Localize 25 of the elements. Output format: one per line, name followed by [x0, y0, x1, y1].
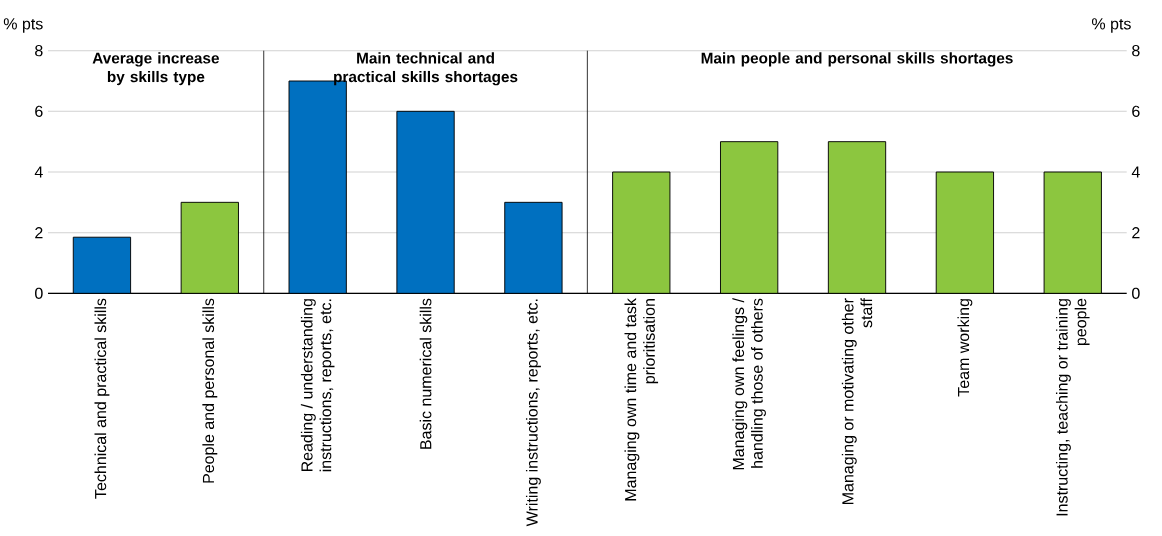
x-tick-label: Reading / understanding instructions, reports, etc. — [300, 299, 335, 472]
x-tick-label: People and personal skills — [202, 298, 218, 483]
x-tick-label: Managing own feelings / handling those of others — [732, 298, 766, 470]
y2-tick-label: 2 — [1132, 227, 1140, 239]
annotation: Main people and personal skills shortages — [701, 52, 1013, 67]
x-tick-label: Team working — [957, 299, 973, 397]
y-axis-title: % pts — [3, 18, 43, 33]
annotation: Average increase by skills type — [92, 52, 219, 86]
x-tick-label: Instructing, teaching or training people — [1055, 298, 1090, 516]
x-tick-label: Managing own time and task prioritisation — [624, 298, 659, 501]
y-tick-label: 8 — [35, 45, 43, 57]
x-tick-label: Writing instructions, reports, etc. — [525, 299, 541, 527]
y-tick-label: 6 — [35, 105, 43, 117]
y-tick-label: 0 — [35, 287, 43, 299]
y-tick-label: 4 — [34, 166, 43, 178]
y2-tick-label: 0 — [1132, 287, 1140, 299]
x-tick-label: Technical and practical skills — [94, 298, 110, 499]
x-tick-label: Basic numerical skills — [419, 298, 432, 449]
y2-axis-title: % pts — [1091, 18, 1131, 33]
annotation: Main technical and practical skills shortages — [334, 52, 518, 86]
y2-tick-label: 8 — [1132, 45, 1140, 57]
x-tick-label: Managing or motivating other staff — [841, 298, 873, 504]
y-tick-label: 2 — [35, 227, 43, 239]
y2-tick-label: 4 — [1131, 166, 1140, 178]
y2-tick-label: 6 — [1132, 105, 1140, 117]
